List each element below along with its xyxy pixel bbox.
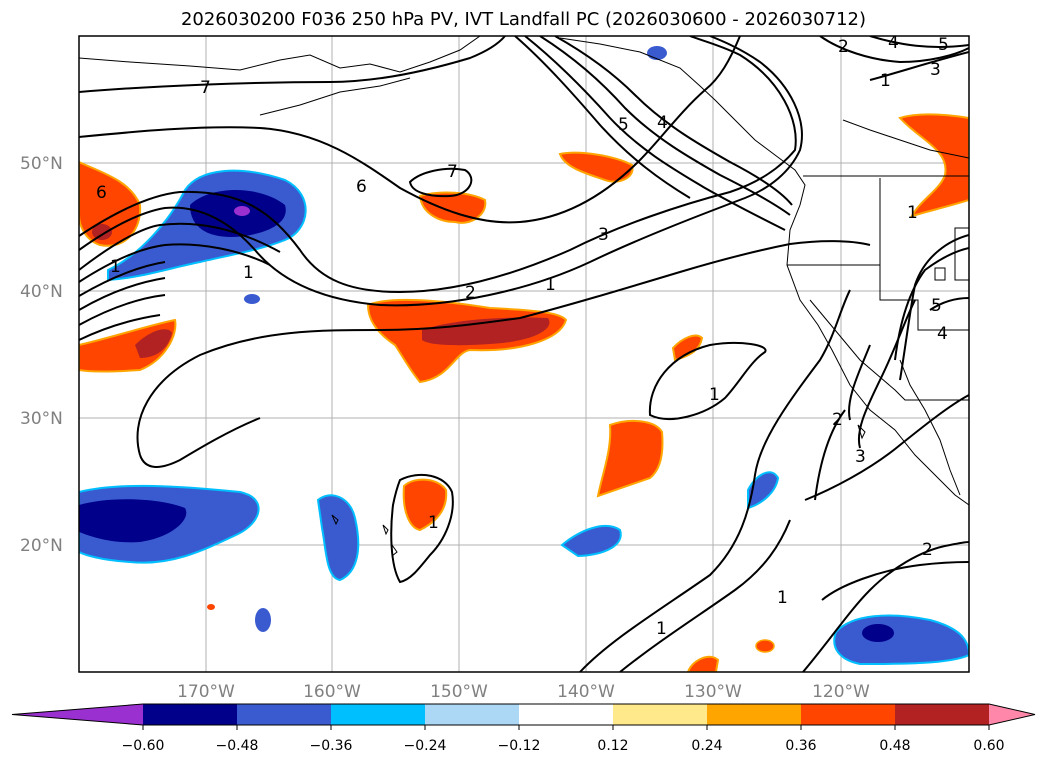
contour-label: 1: [907, 203, 918, 223]
lon-tick-labels: 170°W 160°W 150°W 140°W 130°W 120°W: [177, 682, 870, 702]
orange-region-subtropical: [596, 419, 664, 498]
colorbar-segment: [237, 704, 332, 725]
lat-tick: 30°N: [20, 409, 63, 429]
contour-label: 7: [200, 78, 211, 98]
colorbar-segment: [707, 704, 802, 725]
map-panel: 7 6 1 7 6 2 5 4 3 1 2 4 5 3 1 5 4 1 2 3 …: [79, 33, 969, 672]
contour-label: 1: [545, 275, 556, 295]
colorbar-segment: [425, 704, 520, 725]
purple-core-aleutian: [234, 206, 250, 216]
colorbar: −0.60 −0.48 −0.36 −0.24 −0.12 0.12 0.24 0.36 0.4…: [11, 703, 1036, 754]
coastlines: [79, 36, 969, 558]
colorbar-extend-low: [12, 704, 143, 725]
contour-label: 7: [447, 162, 458, 182]
contour-label: 6: [356, 177, 367, 197]
contour-label: 2: [465, 283, 476, 303]
red-core-west-north: [92, 224, 112, 240]
colorbar-segment: [895, 704, 990, 725]
blue-region-southeast: [747, 471, 780, 510]
colorbar-tick-label: 0.36: [785, 738, 816, 754]
contour-label: 3: [930, 60, 941, 80]
contour-label: 1: [243, 263, 254, 283]
colorbar-tick-label: −0.12: [498, 738, 541, 754]
colorbar-tick-label: −0.48: [216, 738, 259, 754]
contour-label: 1: [428, 513, 439, 533]
gridlines: [79, 36, 969, 672]
colorbar-segment: [519, 704, 614, 725]
orange-speck-south: [755, 639, 775, 653]
colorbar-tick-label: 0.24: [691, 738, 722, 754]
blue-core-hawaii-west: [79, 499, 187, 543]
lat-tick-labels: 50°N 40°N 30°N 20°N: [20, 154, 63, 556]
contour-label: 3: [855, 447, 866, 467]
lat-tick: 20°N: [20, 536, 63, 556]
blue-region-central: [560, 525, 622, 558]
orange-region-ne-corner: [898, 113, 969, 218]
contour-label: 5: [618, 115, 629, 135]
colorbar-tick-label: −0.36: [310, 738, 353, 754]
colorbar-tick-label: −0.60: [122, 738, 165, 754]
contour-label: 1: [880, 71, 891, 91]
lon-tick: 120°W: [812, 682, 870, 702]
lon-tick: 150°W: [430, 682, 488, 702]
contour-label: 5: [931, 296, 942, 316]
blue-core-baja-south: [862, 624, 894, 642]
contour-label: 3: [598, 225, 609, 245]
colorbar-segment: [613, 704, 708, 725]
red-core-west-central: [135, 329, 172, 358]
colorbar-segment: [143, 704, 238, 725]
lon-tick: 160°W: [303, 682, 361, 702]
orange-region-north-central: [418, 191, 487, 224]
blue-region-hawaii-north: [316, 494, 360, 582]
contour-label: 5: [938, 35, 949, 55]
contour-label: 1: [656, 619, 667, 639]
blue-speck-aleutian: [244, 294, 260, 304]
contour-label: 4: [888, 33, 899, 53]
lat-tick: 50°N: [20, 154, 63, 174]
orange-region-west-central: [79, 318, 177, 373]
contour-label: 1: [709, 385, 720, 405]
lat-tick: 40°N: [20, 282, 63, 302]
orange-region-hawaii: [402, 478, 448, 532]
orange-region-small: [671, 334, 704, 362]
colorbar-tick-label: 0.12: [597, 738, 628, 754]
lon-tick: 130°W: [684, 682, 742, 702]
pv-contours: [79, 36, 969, 672]
lon-tick: 140°W: [557, 682, 615, 702]
blue-speck-south: [255, 608, 271, 632]
colorbar-segment: [331, 704, 426, 725]
orange-region-gulf: [558, 151, 634, 183]
orange-speck-west: [207, 604, 215, 610]
negative-ivt-regions: [79, 46, 969, 666]
positive-ivt-regions: [79, 113, 969, 672]
colorbar-segment: [801, 704, 896, 725]
orange-region-west-north: [79, 160, 142, 247]
contour-label: 1: [777, 588, 788, 608]
contour-label: 4: [937, 324, 948, 344]
contour-labels: 7 6 1 7 6 2 5 4 3 1 2 4 5 3 1 5 4 1 2 3 …: [96, 33, 949, 639]
contour-label: 2: [922, 540, 933, 560]
colorbar-tick-label: 0.60: [973, 738, 1004, 754]
contour-label: 1: [110, 257, 121, 277]
colorbar-tick-label: 0.48: [879, 738, 910, 754]
contour-label: 2: [838, 37, 849, 57]
contour-label: 6: [96, 183, 107, 203]
orange-region-bottom: [686, 655, 720, 672]
red-core-central-band: [422, 317, 550, 346]
contour-label: 4: [657, 113, 668, 133]
contour-label: 2: [832, 410, 843, 430]
map-frame: [78, 35, 970, 673]
colorbar-extend-high: [989, 704, 1035, 725]
blue-speck-gulf: [647, 46, 667, 60]
map-title: 2026030200 F036 250 hPa PV, IVT Landfall…: [180, 9, 867, 30]
colorbar-tick-label: −0.24: [404, 738, 447, 754]
lon-tick: 170°W: [177, 682, 235, 702]
